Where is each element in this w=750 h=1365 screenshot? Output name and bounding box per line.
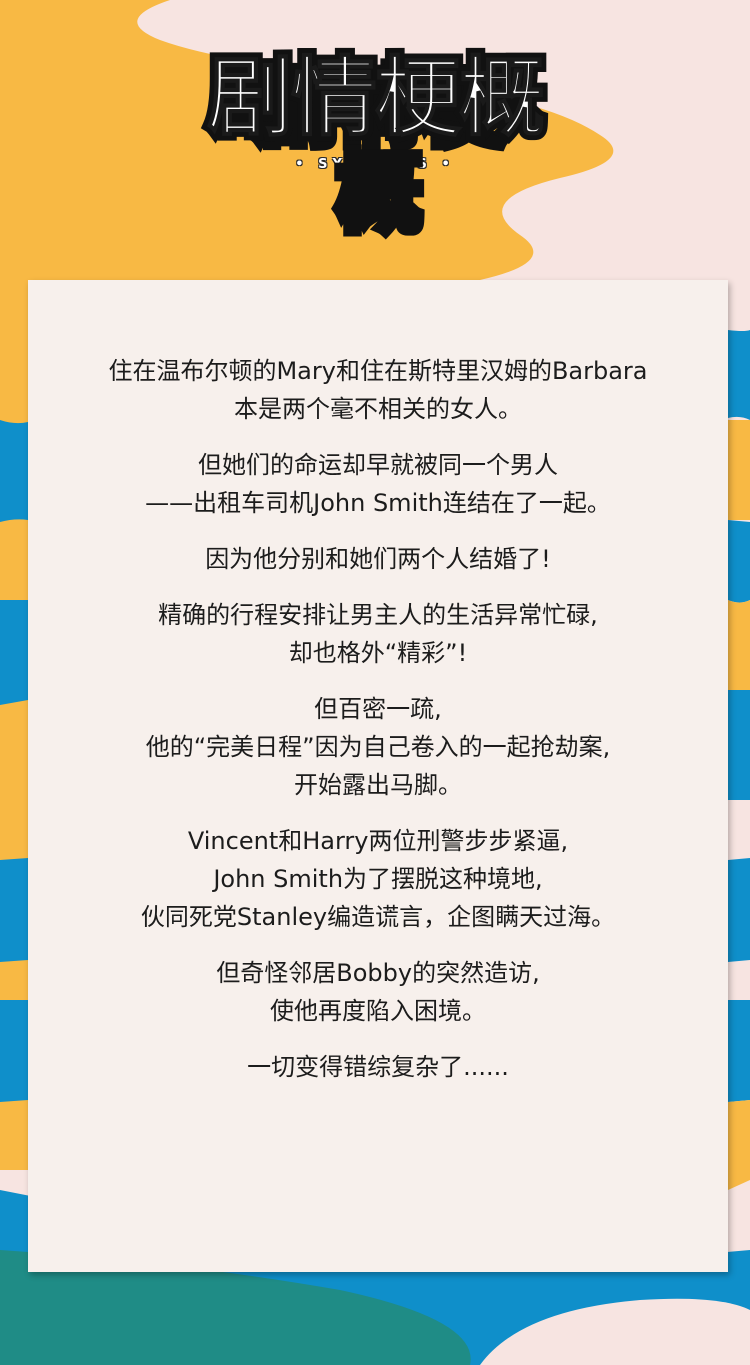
synopsis-line: 他的“完美日程”因为自己卷入的一起抢劫案, <box>145 733 611 761</box>
synopsis-line: 住在温布尔顿的Mary和住在斯特里汉姆的Barbara <box>108 357 648 385</box>
synopsis-paragraph: 因为他分别和她们两个人结婚了! <box>28 540 728 578</box>
synopsis-paragraph: 住在温布尔顿的Mary和住在斯特里汉姆的Barbara 本是两个毫不相关的女人。 <box>28 352 728 428</box>
synopsis-line: 使他再度陷入困境。 <box>270 997 486 1025</box>
synopsis-paragraph: 但她们的命运却早就被同一个男人 ——出租车司机John Smith连结在了一起。 <box>28 446 728 522</box>
synopsis-line: 本是两个毫不相关的女人。 <box>234 395 522 423</box>
blue-wave-left <box>0 420 28 522</box>
synopsis-paragraph: 但百密一疏, 他的“完美日程”因为自己卷入的一起抢劫案, 开始露出马脚。 <box>28 690 728 804</box>
title-shadow: 剧情梗概 <box>247 58 511 244</box>
teal-wave-bottom <box>0 1250 471 1365</box>
synopsis-card: 住在温布尔顿的Mary和住在斯特里汉姆的Barbara 本是两个毫不相关的女人。… <box>28 280 728 1272</box>
synopsis-line: 一切变得错综复杂了...... <box>247 1053 509 1081</box>
synopsis-line: 伙同死党Stanley编造谎言，企图瞒天过海。 <box>140 903 616 931</box>
synopsis-line: 开始露出马脚。 <box>294 771 462 799</box>
synopsis-line: 却也格外“精彩”! <box>288 639 468 667</box>
synopsis-line: 但奇怪邻居Bobby的突然造访, <box>216 959 540 987</box>
synopsis-line: John Smith为了摆脱这种境地, <box>213 865 543 893</box>
synopsis-paragraph: 一切变得错综复杂了...... <box>28 1048 728 1086</box>
subtitle: • SYNOPSIS • <box>0 157 750 172</box>
synopsis-paragraph: Vincent和Harry两位刑警步步紧逼, John Smith为了摆脱这种境… <box>28 822 728 936</box>
synopsis-paragraph: 但奇怪邻居Bobby的突然造访, 使他再度陷入困境。 <box>28 954 728 1030</box>
synopsis-line: 但她们的命运却早就被同一个男人 <box>198 451 558 479</box>
subtitle-dot-right: • <box>441 157 455 172</box>
synopsis-line: ——出租车司机John Smith连结在了一起。 <box>145 489 611 517</box>
orange-wave <box>0 0 614 1170</box>
page-title: 剧情梗概 剧情梗概 剧情梗概 <box>202 48 551 243</box>
subtitle-text: SYNOPSIS <box>318 157 432 172</box>
synopsis-line: Vincent和Harry两位刑警步步紧逼, <box>187 827 569 855</box>
synopsis-paragraph: 精确的行程安排让男主人的生活异常忙碌, 却也格外“精彩”! <box>28 596 728 672</box>
title-area: 剧情梗概 剧情梗概 剧情梗概 • SYNOPSIS • <box>0 48 750 243</box>
blue-wave-right <box>728 330 750 420</box>
synopsis-line: 因为他分别和她们两个人结婚了! <box>205 545 551 573</box>
synopsis-line: 但百密一疏, <box>314 695 442 723</box>
synopsis-content: 住在温布尔顿的Mary和住在斯特里汉姆的Barbara 本是两个毫不相关的女人。… <box>28 352 728 1104</box>
title-text: 剧情梗概 <box>206 48 546 148</box>
subtitle-dot-left: • <box>295 157 309 172</box>
title-outline: 剧情梗概 <box>202 48 551 148</box>
synopsis-line: 精确的行程安排让男主人的生活异常忙碌, <box>158 601 598 629</box>
